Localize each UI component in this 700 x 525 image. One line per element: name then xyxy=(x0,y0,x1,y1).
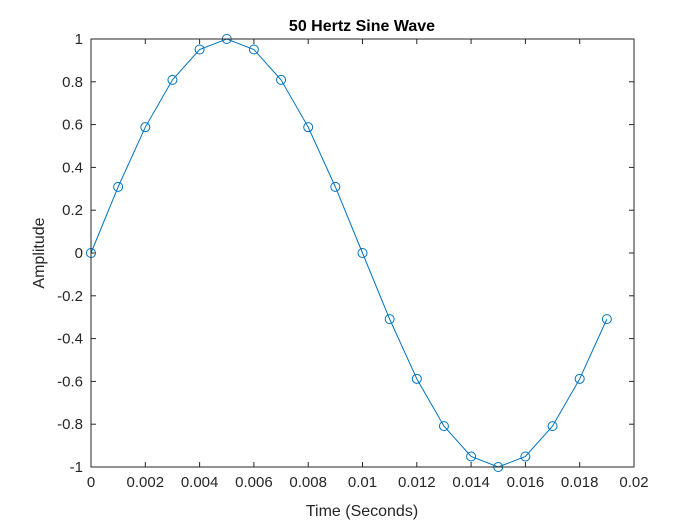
y-tick-label: 0.4 xyxy=(62,159,83,176)
y-tick-label: -1 xyxy=(70,459,83,476)
x-tick-label: 0.02 xyxy=(619,474,648,491)
x-tick-label: 0.014 xyxy=(452,474,490,491)
data-point-marker xyxy=(357,248,368,258)
data-point-marker xyxy=(520,451,531,462)
x-tick-label: 0.01 xyxy=(348,474,377,491)
x-axis-label: Time (Seconds) xyxy=(306,503,418,520)
series-layer xyxy=(86,34,612,472)
y-tick-label: 0.2 xyxy=(62,202,83,219)
data-point-marker xyxy=(248,44,259,55)
x-tick-label: 0.018 xyxy=(561,474,599,491)
data-point-marker xyxy=(194,44,205,55)
data-point-marker xyxy=(466,451,477,462)
data-point-marker xyxy=(276,74,287,85)
x-tick-label: 0.002 xyxy=(127,474,165,491)
data-point-marker xyxy=(384,314,395,325)
data-point-marker xyxy=(438,421,449,432)
data-point-marker xyxy=(303,122,314,133)
y-tick-label: -0.8 xyxy=(57,416,83,433)
data-point-marker xyxy=(411,373,422,384)
y-axis-label: Amplitude xyxy=(31,217,48,288)
y-tick-label: 1 xyxy=(75,31,83,48)
x-tick-label: 0.012 xyxy=(398,474,436,491)
data-point-marker xyxy=(330,181,341,192)
x-tick-label: 0.004 xyxy=(181,474,219,491)
y-tick-label: 0.8 xyxy=(62,74,83,91)
axes-box xyxy=(90,38,635,468)
data-point-marker xyxy=(574,373,585,384)
x-tick-label: 0.006 xyxy=(235,474,273,491)
data-point-marker xyxy=(167,74,178,85)
data-point-marker xyxy=(601,314,612,325)
x-tick-label: 0.016 xyxy=(507,474,545,491)
data-point-marker xyxy=(140,122,151,133)
y-tick-label: 0.6 xyxy=(62,117,83,134)
data-point-marker xyxy=(547,421,558,432)
data-point-marker xyxy=(113,181,124,192)
x-tick-label: 0.008 xyxy=(289,474,327,491)
y-tick-label: -0.6 xyxy=(57,373,83,390)
ticks-layer: 0 0.002 0.004 0.006 0.008 0.01 0.012 0.014 0.016… xyxy=(57,31,648,491)
x-tick-label: 0 xyxy=(87,474,95,491)
y-tick-label: -0.2 xyxy=(57,288,83,305)
y-tick-label: -0.4 xyxy=(57,331,83,348)
y-tick-label: 0 xyxy=(75,245,83,262)
chart-title: 50 Hertz Sine Wave xyxy=(289,18,435,35)
